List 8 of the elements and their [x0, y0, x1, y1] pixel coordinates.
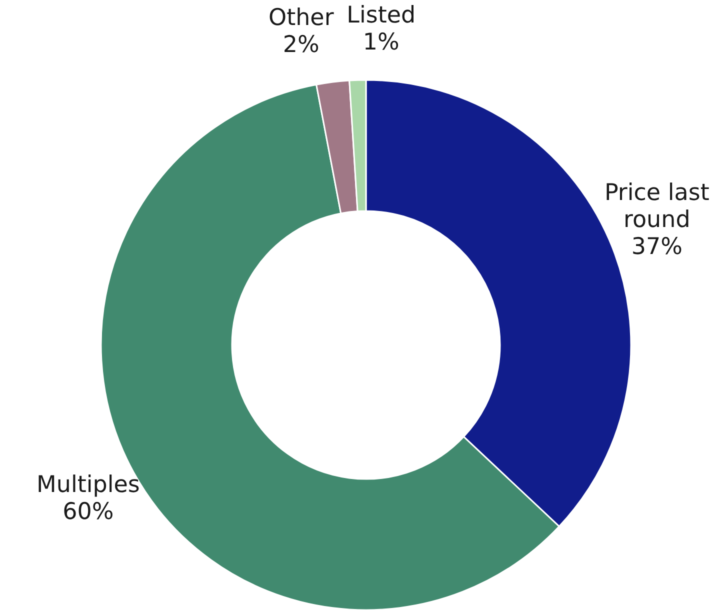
- data-label: 60%: [62, 499, 114, 526]
- data-label: 2%: [282, 32, 320, 58]
- slice-label: Price last round: [604, 180, 710, 234]
- slice-label: Listed: [346, 2, 416, 29]
- slice-label: Other: [268, 5, 334, 31]
- data-label: 1%: [362, 30, 400, 56]
- slice-label: Multiples: [36, 472, 140, 498]
- data-label: 37%: [631, 234, 682, 260]
